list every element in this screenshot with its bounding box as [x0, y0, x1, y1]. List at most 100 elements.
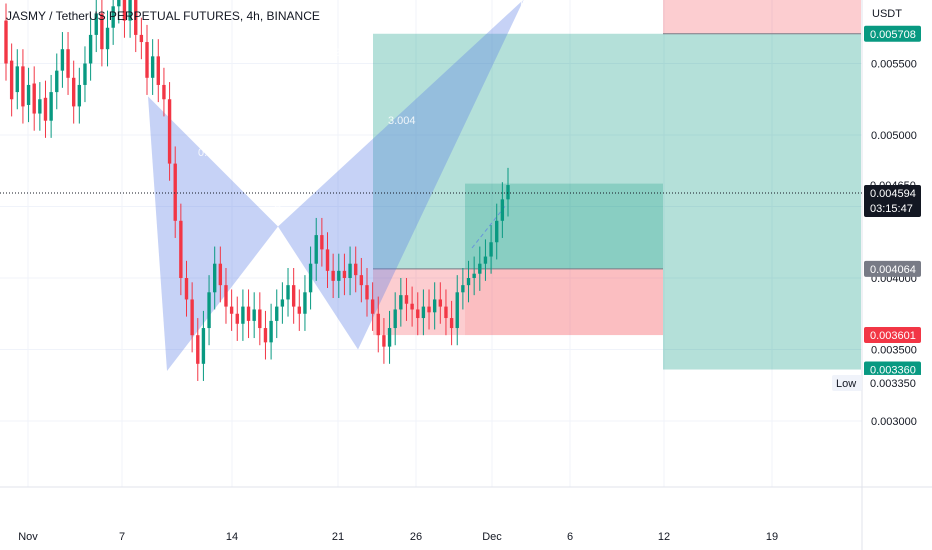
candle — [444, 289, 448, 336]
candle — [427, 289, 431, 330]
candle-body — [432, 299, 437, 313]
candle — [9, 43, 14, 117]
long-filled-zone — [465, 183, 663, 269]
candle — [49, 74, 53, 138]
candle-body — [342, 270, 347, 278]
long-loss-zone — [373, 268, 663, 336]
candle-body — [83, 63, 87, 85]
low-label-bg — [832, 374, 862, 391]
candle-body — [303, 292, 307, 314]
entry-price-badge-bg — [864, 260, 921, 277]
candle-body — [308, 263, 313, 293]
short-loss-zone — [663, 0, 861, 34]
candle — [500, 182, 505, 238]
long-profit-zone — [373, 33, 663, 269]
currency-label: USDT — [872, 8, 902, 20]
candle-body — [500, 199, 505, 221]
candle-body — [38, 99, 42, 114]
candle-body — [246, 306, 251, 321]
stop-price-badge-bg — [864, 327, 921, 344]
time-tick-label: 26 — [410, 531, 422, 543]
position-zones — [373, 0, 861, 370]
candle — [88, 17, 93, 81]
candle — [134, 0, 138, 53]
candle — [354, 246, 358, 293]
candle — [342, 253, 347, 296]
candle — [495, 203, 499, 260]
candle — [207, 275, 211, 346]
candle-body — [354, 263, 358, 276]
candle — [32, 66, 36, 131]
candle — [314, 217, 318, 281]
candle — [94, 0, 98, 53]
candles — [4, 0, 510, 381]
candle — [404, 278, 409, 321]
pattern-ratio: 3.004 — [388, 115, 416, 127]
pattern-point-b: B — [274, 201, 281, 213]
candle — [167, 82, 172, 181]
candle-body — [49, 92, 53, 121]
candle-body — [88, 34, 93, 64]
candle — [139, 17, 144, 60]
candle — [179, 203, 183, 296]
candle-body — [438, 299, 443, 307]
short-profit-zone — [663, 33, 861, 370]
time-tick-label: 21 — [332, 531, 344, 543]
pattern-xab — [148, 96, 278, 371]
candle-body — [184, 278, 189, 300]
candle — [331, 253, 335, 299]
candle-body — [94, 13, 98, 35]
candle-body — [66, 49, 70, 78]
candle-body — [483, 256, 488, 264]
candle — [258, 292, 262, 346]
candle-body — [139, 34, 144, 43]
candle-body — [427, 306, 431, 313]
candle — [218, 246, 223, 303]
candle — [184, 260, 189, 317]
candle — [432, 282, 437, 330]
candle-body — [43, 97, 48, 121]
candle — [213, 246, 217, 310]
candle — [393, 292, 397, 346]
entry-price-badge: 0.004064 — [870, 264, 916, 276]
candle — [275, 289, 279, 339]
candle-body — [190, 299, 194, 336]
candle-body — [235, 313, 239, 324]
long-filled-loss-zone — [465, 268, 663, 336]
candle-body — [444, 306, 448, 319]
candle-body — [77, 84, 82, 107]
candle-body — [32, 83, 36, 114]
time-tick-label: Nov — [18, 531, 38, 543]
candle — [489, 225, 493, 274]
candle-body — [404, 295, 409, 304]
candle-body — [410, 303, 414, 310]
projection-line — [471, 204, 507, 249]
candle-body — [145, 42, 149, 78]
countdown-label: 03:15:47 — [870, 203, 913, 215]
low-value: 0.003350 — [870, 378, 916, 390]
candle-body — [128, 0, 132, 21]
candle-body — [337, 270, 341, 281]
candle — [325, 232, 330, 289]
price-axis: USDT0.0055000.0050000.0045000.0040000.00… — [832, 8, 921, 428]
candle — [21, 49, 25, 124]
low-value-bg — [864, 374, 921, 391]
candle-body — [224, 285, 228, 307]
pattern-point-d: D — [520, 0, 528, 11]
candle — [308, 246, 313, 310]
candle-body — [71, 77, 76, 107]
candle-body — [416, 309, 420, 319]
candle — [370, 282, 375, 331]
candle-body — [291, 285, 296, 307]
candle-body — [314, 235, 318, 264]
candle-body — [331, 270, 335, 281]
candle-body — [325, 249, 330, 271]
candle — [162, 67, 166, 117]
price-tick-label: 0.003000 — [871, 416, 917, 428]
candle-body — [348, 263, 352, 278]
candle-body — [455, 292, 459, 329]
candle — [449, 300, 454, 346]
